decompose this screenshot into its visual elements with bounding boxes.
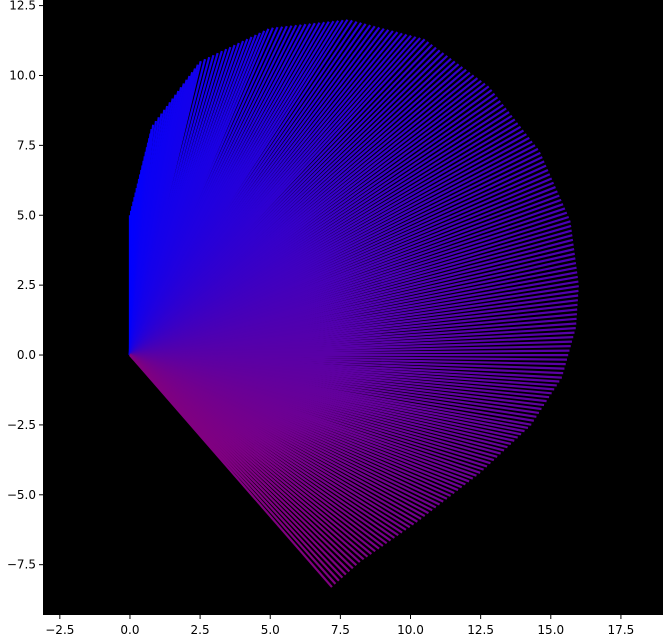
- x-axis: −2.5 0.0 2.5 5.0 7.5 10.0 12.5 15.0 17.5: [45, 615, 634, 637]
- y-tick-label: −2.5: [7, 418, 36, 432]
- y-axis: −7.5 −5.0 −2.5 0.0 2.5 5.0 7.5 10.0 12.5: [7, 0, 43, 572]
- y-tick-label: 2.5: [17, 278, 36, 292]
- x-tick-label: 7.5: [331, 623, 350, 637]
- x-tick-label: −2.5: [45, 623, 74, 637]
- x-tick-label: 0.0: [120, 623, 139, 637]
- y-tick-label: 5.0: [17, 208, 36, 222]
- data-series-fan: [128, 19, 579, 588]
- y-tick-label: 10.0: [9, 68, 36, 82]
- y-tick-label: −7.5: [7, 558, 36, 572]
- x-tick-label: 15.0: [537, 623, 564, 637]
- x-tick-label: 5.0: [261, 623, 280, 637]
- y-tick-label: −5.0: [7, 488, 36, 502]
- y-tick-label: 12.5: [9, 0, 36, 13]
- x-tick-label: 17.5: [608, 623, 635, 637]
- x-tick-label: 2.5: [191, 623, 210, 637]
- y-tick-label: 0.0: [17, 348, 36, 362]
- x-tick-label: 10.0: [397, 623, 424, 637]
- x-tick-label: 12.5: [467, 623, 494, 637]
- fan-segment: [129, 354, 333, 588]
- y-tick-label: 7.5: [17, 138, 36, 152]
